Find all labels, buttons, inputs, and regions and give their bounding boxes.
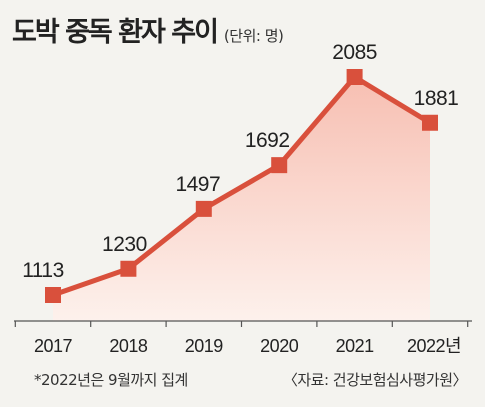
data-point-marker (422, 114, 438, 131)
chart-title: 도박 중독 환자 추이 (12, 17, 219, 48)
unit-label: (단위: 명) (223, 27, 284, 45)
data-point-marker (271, 157, 288, 174)
data-label: 1113 (22, 259, 64, 282)
data-point-marker (45, 287, 61, 303)
data-label: 1230 (102, 233, 147, 256)
data-point-marker (195, 200, 212, 217)
data-point-marker (120, 260, 137, 277)
source-note: 〈자료: 건강보험심사평가원〉 (282, 371, 468, 389)
title-row: 도박 중독 환자 추이 (단위: 명) (12, 10, 284, 49)
x-axis-label: 2022년 (407, 336, 461, 356)
x-axis-label: 2019 (185, 336, 224, 356)
data-label: 1881 (414, 87, 459, 110)
x-axis-label: 2017 (34, 336, 73, 356)
data-label: 2085 (332, 41, 377, 64)
series-line (52, 73, 432, 298)
data-label: 1692 (245, 129, 290, 152)
data-point-marker (346, 69, 363, 85)
x-axis-label: 2021 (336, 336, 375, 356)
x-axis-label: 2018 (109, 336, 148, 356)
data-label: 1497 (175, 173, 220, 196)
x-axis-label: 2020 (260, 336, 299, 356)
area-fill (53, 77, 430, 321)
footnote: *2022년은 9월까지 집계 (34, 371, 188, 389)
